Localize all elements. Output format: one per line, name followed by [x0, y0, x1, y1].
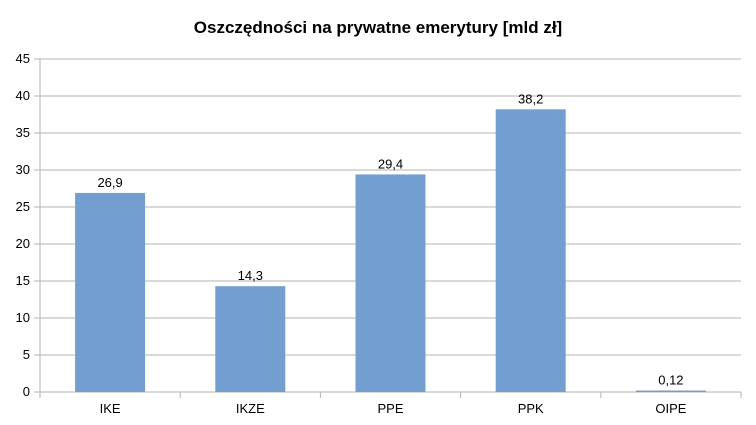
bar-ikze [215, 286, 286, 392]
x-tick-label-ppk: PPK [518, 401, 544, 416]
data-label-ppe: 29,4 [378, 156, 403, 171]
x-tick-label-oipe: OIPE [655, 401, 686, 416]
x-tick-label-ikze: IKZE [236, 401, 265, 416]
y-tick-label: 5 [23, 347, 30, 362]
data-label-oipe: 0,12 [658, 373, 683, 388]
y-tick-label: 0 [23, 384, 30, 399]
data-label-ikze: 14,3 [238, 268, 263, 283]
y-tick-label: 25 [16, 199, 30, 214]
y-tick-label: 35 [16, 125, 30, 140]
y-tick-label: 10 [16, 310, 30, 325]
bar-ppk [495, 109, 566, 392]
y-tick-label: 40 [16, 88, 30, 103]
y-tick-label: 20 [16, 236, 30, 251]
bar-oipe [635, 390, 706, 392]
data-label-ike: 26,9 [97, 175, 122, 190]
y-tick-label: 15 [16, 273, 30, 288]
data-label-ppk: 38,2 [518, 91, 543, 106]
bar-ike [75, 192, 146, 392]
y-tick-label: 30 [16, 162, 30, 177]
x-tick-label-ike: IKE [100, 401, 121, 416]
bar-ppe [355, 174, 426, 392]
chart-title: Oszczędności na prywatne emerytury [mld … [193, 18, 563, 37]
x-tick-label-ppe: PPE [377, 401, 403, 416]
y-tick-label: 45 [16, 51, 30, 66]
